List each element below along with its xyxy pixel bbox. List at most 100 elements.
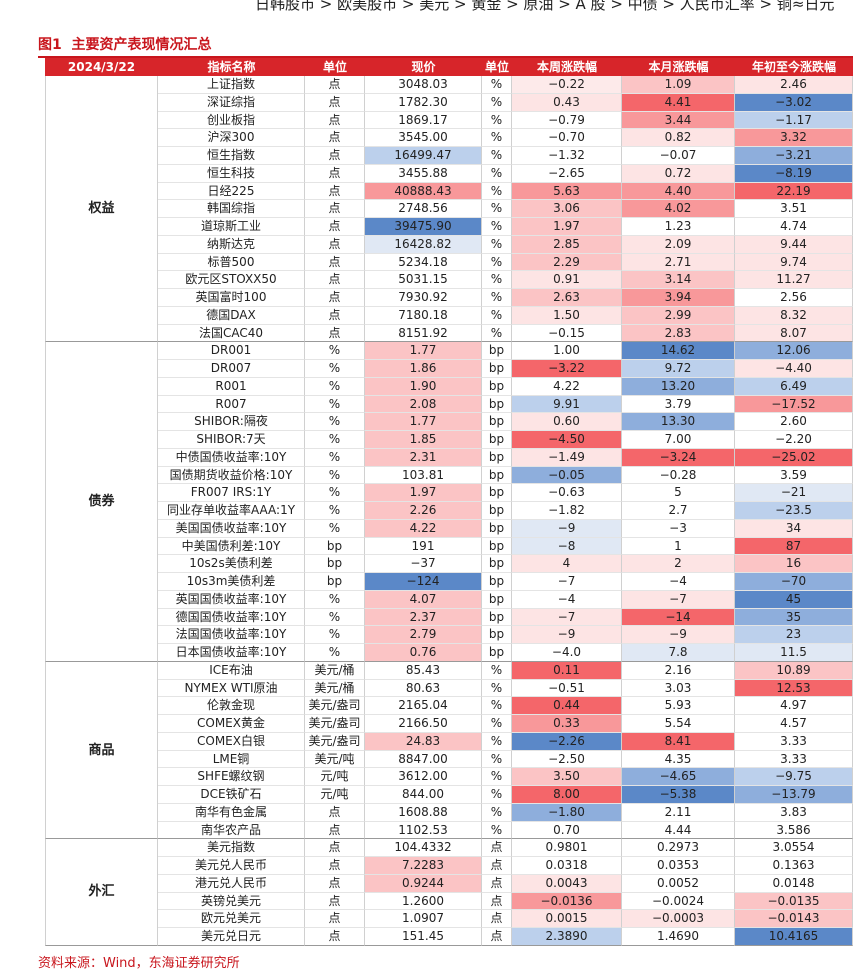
cell: bp xyxy=(482,537,512,556)
title-rule xyxy=(38,56,853,58)
cell: % xyxy=(482,821,512,840)
cell: 12.06 xyxy=(735,342,853,360)
cell: 点 xyxy=(305,235,365,254)
cell: −9.75 xyxy=(735,768,853,786)
cell: bp xyxy=(482,413,512,431)
cell: 0.70 xyxy=(512,821,622,840)
cell: 美元/盎司 xyxy=(305,715,365,733)
cell: 2.09 xyxy=(622,235,735,254)
cell: % xyxy=(482,235,512,254)
cell: 英镑兑美元 xyxy=(158,892,305,911)
cell: 24.83 xyxy=(365,732,482,751)
cell: −1.82 xyxy=(512,502,622,520)
cell: 点 xyxy=(305,306,365,325)
cell: 国债期货收益价格:10Y xyxy=(158,466,305,485)
cell: −0.15 xyxy=(512,324,622,343)
cell: 5031.15 xyxy=(365,271,482,289)
cell: 3.03 xyxy=(622,679,735,698)
cell: 3.51 xyxy=(735,200,853,218)
cell: −23.5 xyxy=(735,502,853,520)
cell: −37 xyxy=(365,555,482,573)
cell: 11.27 xyxy=(735,271,853,289)
cell: 80.63 xyxy=(365,679,482,698)
cell: 1608.88 xyxy=(365,803,482,822)
cell: LME铜 xyxy=(158,750,305,769)
cell: 点 xyxy=(305,324,365,343)
cell: 7.8 xyxy=(622,644,735,662)
cell: 3048.03 xyxy=(365,76,482,94)
cell: −13.79 xyxy=(735,786,853,804)
cell: 4.74 xyxy=(735,218,853,236)
cell: % xyxy=(305,448,365,467)
cell: 道琼斯工业 xyxy=(158,218,305,236)
cell: −1.17 xyxy=(735,111,853,130)
cell: 点 xyxy=(305,164,365,183)
cell: % xyxy=(482,715,512,733)
cell: 点 xyxy=(305,821,365,840)
cell: 9.91 xyxy=(512,395,622,414)
breadcrumb: 日韩股市 > 欧美股市 > 美元 > 黄金 > 原油 > A 股 > 中债 > … xyxy=(255,0,835,13)
cell: 1.77 xyxy=(365,413,482,431)
cell: 点 xyxy=(482,874,512,893)
cell: −1.80 xyxy=(512,803,622,822)
cell: 日经225 xyxy=(158,182,305,201)
header-cell: 单位 xyxy=(482,58,512,76)
cell: % xyxy=(482,182,512,201)
cell: 中美国债利差:10Y xyxy=(158,537,305,556)
cell: −17.52 xyxy=(735,395,853,414)
cell: −3.24 xyxy=(622,448,735,467)
cell: 3.79 xyxy=(622,395,735,414)
cell: 点 xyxy=(305,182,365,201)
cell: 151.45 xyxy=(365,928,482,946)
cell: 创业板指 xyxy=(158,111,305,130)
cell: 0.91 xyxy=(512,271,622,289)
cell: 0.44 xyxy=(512,697,622,715)
header-cell: 指标名称 xyxy=(158,58,305,76)
cell: bp xyxy=(305,573,365,591)
cell: 点 xyxy=(305,910,365,928)
cell: −4.50 xyxy=(512,431,622,449)
cell: −5.38 xyxy=(622,786,735,804)
cell: bp xyxy=(482,377,512,396)
cell: SHFE螺纹钢 xyxy=(158,768,305,786)
cell: % xyxy=(305,519,365,538)
cell: 5 xyxy=(622,484,735,502)
cell: % xyxy=(482,661,512,680)
cell: 16 xyxy=(735,555,853,573)
cell: −25.02 xyxy=(735,448,853,467)
cell: % xyxy=(482,306,512,325)
cell: 1.97 xyxy=(512,218,622,236)
cell: 3.94 xyxy=(622,289,735,307)
cell: 1.09 xyxy=(622,76,735,94)
cell: 点 xyxy=(305,129,365,147)
cell: % xyxy=(482,111,512,130)
cell: 点 xyxy=(305,147,365,165)
cell: 0.33 xyxy=(512,715,622,733)
cell: 2166.50 xyxy=(365,715,482,733)
cell: % xyxy=(305,413,365,431)
cell: −0.0003 xyxy=(622,910,735,928)
group-label: 债券 xyxy=(45,342,158,662)
cell: 点 xyxy=(305,93,365,112)
cell: 恒生指数 xyxy=(158,147,305,165)
cell: −2.26 xyxy=(512,732,622,751)
cell: 点 xyxy=(482,857,512,875)
cell: 点 xyxy=(305,892,365,911)
cell: 点 xyxy=(305,928,365,946)
cell: −7 xyxy=(512,573,622,591)
cell: −0.0024 xyxy=(622,892,735,911)
cell: 35 xyxy=(735,608,853,627)
cell: 2.60 xyxy=(735,413,853,431)
cell: 0.0353 xyxy=(622,857,735,875)
source: 资料来源：Wind，东海证券研究所 xyxy=(38,956,240,971)
cell: 1.2600 xyxy=(365,892,482,911)
cell: 16428.82 xyxy=(365,235,482,254)
cell: 5234.18 xyxy=(365,253,482,272)
cell: 3.44 xyxy=(622,111,735,130)
cell: % xyxy=(305,626,365,644)
cell: 美元/盎司 xyxy=(305,732,365,751)
cell: −3.22 xyxy=(512,360,622,378)
cell: 美元/盎司 xyxy=(305,697,365,715)
cell: 点 xyxy=(305,111,365,130)
cell: −0.28 xyxy=(622,466,735,485)
